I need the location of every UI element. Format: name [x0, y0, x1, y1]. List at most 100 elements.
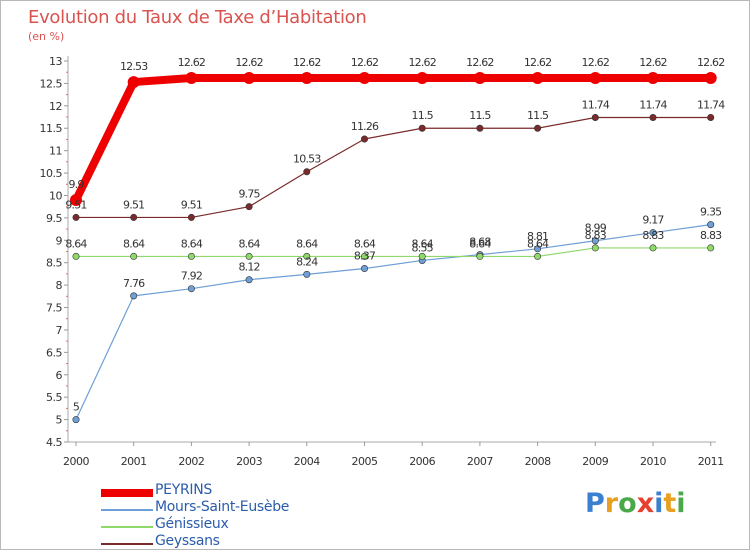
data-point	[185, 72, 198, 85]
x-tick-label: 2002	[178, 455, 204, 468]
data-point	[591, 237, 599, 245]
legend-swatch	[101, 489, 153, 497]
series-line	[75, 224, 712, 421]
y-tick-label: 6.5	[46, 346, 62, 359]
y-tick-label: 7	[56, 324, 63, 337]
data-label: 7.92	[181, 270, 202, 283]
data-point	[127, 76, 140, 89]
data-label: 8.37	[354, 250, 376, 263]
data-label: 5	[73, 401, 80, 414]
data-label: 12.62	[582, 56, 610, 69]
data-label: 8.64	[65, 237, 87, 250]
data-label: 9.51	[123, 198, 144, 211]
data-point	[476, 252, 484, 260]
y-tick-label: 4.5	[46, 436, 62, 449]
data-label: 9.75	[238, 188, 260, 201]
y-tick-label: 10.5	[40, 167, 63, 180]
data-label: 8.64	[527, 237, 549, 250]
y-tick-label: 5.5	[46, 391, 62, 404]
data-label: 8.99	[585, 222, 607, 235]
axes: 4.5 5 5.5 6 6.5 7 7.5 8 8.5 9 9.5 10 10.5 11 11.5 12 12.…	[40, 55, 725, 468]
x-tick-label: 2004	[294, 455, 320, 468]
data-label: 9.35	[700, 206, 722, 219]
data-point	[130, 213, 138, 221]
y-tick-label: 12	[49, 100, 62, 113]
y-tick-label: 12.5	[40, 77, 63, 90]
data-point	[187, 213, 195, 221]
data-point	[130, 292, 138, 300]
data-point	[245, 252, 253, 260]
data-label: 8.83	[700, 229, 722, 242]
x-tick-label: 2005	[352, 455, 378, 468]
data-label: 7.76	[123, 277, 145, 290]
data-point	[589, 72, 602, 85]
data-point	[531, 72, 544, 85]
data-label: 12.62	[351, 56, 379, 69]
data-point	[534, 252, 542, 260]
data-point	[647, 72, 659, 85]
data-point	[649, 229, 657, 237]
x-tick-label: 2001	[121, 455, 147, 468]
y-tick-label: 10	[49, 189, 62, 202]
data-label: 12.62	[524, 56, 552, 69]
data-label: 11.5	[412, 109, 434, 122]
x-tick-label: 2010	[640, 455, 666, 468]
data-point	[704, 72, 717, 85]
data-point	[360, 135, 368, 143]
data-label: 10.53	[293, 153, 321, 166]
data-point	[591, 113, 599, 121]
data-label: 8.64	[296, 237, 318, 250]
data-label: 8.64	[123, 237, 145, 250]
data-label: 11.74	[697, 98, 725, 111]
data-label: 12.62	[697, 56, 725, 69]
x-tick-label: 2006	[409, 455, 435, 468]
x-tick-label: 2000	[63, 455, 89, 468]
data-point	[649, 244, 657, 252]
y-tick-label: 11.5	[40, 122, 63, 135]
data-label: 9.51	[65, 198, 86, 211]
data-point	[416, 72, 429, 85]
legend-swatch	[101, 509, 153, 511]
data-label: 12.62	[408, 56, 436, 69]
data-label: 9.17	[642, 214, 664, 227]
data-point	[591, 244, 599, 252]
data-point	[303, 270, 311, 278]
data-point	[418, 124, 426, 132]
data-point	[245, 276, 253, 284]
data-label: 11.5	[469, 109, 491, 122]
unit-label: (en %)	[28, 30, 65, 43]
data-point	[243, 72, 256, 85]
legend-label: Génissieux	[155, 516, 229, 532]
data-label: 8.83	[585, 229, 607, 242]
series-line	[75, 116, 712, 219]
data-point	[303, 168, 311, 176]
y-tick-label: 13	[49, 55, 62, 68]
x-tick-label: 2009	[582, 455, 608, 468]
y-tick-label: 8	[56, 279, 63, 292]
logo-letter: P	[585, 488, 605, 519]
y-tick-label: 8.5	[46, 257, 62, 270]
series-line	[75, 247, 712, 258]
data-point	[649, 113, 657, 121]
data-point	[130, 252, 138, 260]
data-label: 8.55	[412, 241, 434, 254]
data-point	[476, 124, 484, 132]
series-layer	[70, 72, 717, 424]
y-tick-label: 9	[56, 234, 63, 247]
logo-letter: r	[604, 488, 619, 519]
y-tick-label: 7.5	[46, 302, 62, 315]
data-label: 8.64	[354, 237, 376, 250]
data-label: 9.51	[181, 198, 202, 211]
data-label: 8.24	[296, 255, 318, 268]
legend-label: Mours-Saint-Eusèbe	[155, 499, 290, 515]
data-label-layer: 9.9 12.53 12.62 12.62 12.62 12.62 12.62 12.62 12…	[65, 56, 726, 414]
y-tick-label: 11	[49, 145, 62, 158]
data-point	[534, 124, 542, 132]
data-label: 11.74	[582, 98, 610, 111]
data-point	[245, 203, 253, 211]
data-point	[72, 213, 80, 221]
data-label: 8.81	[527, 230, 548, 243]
data-point	[707, 244, 715, 252]
